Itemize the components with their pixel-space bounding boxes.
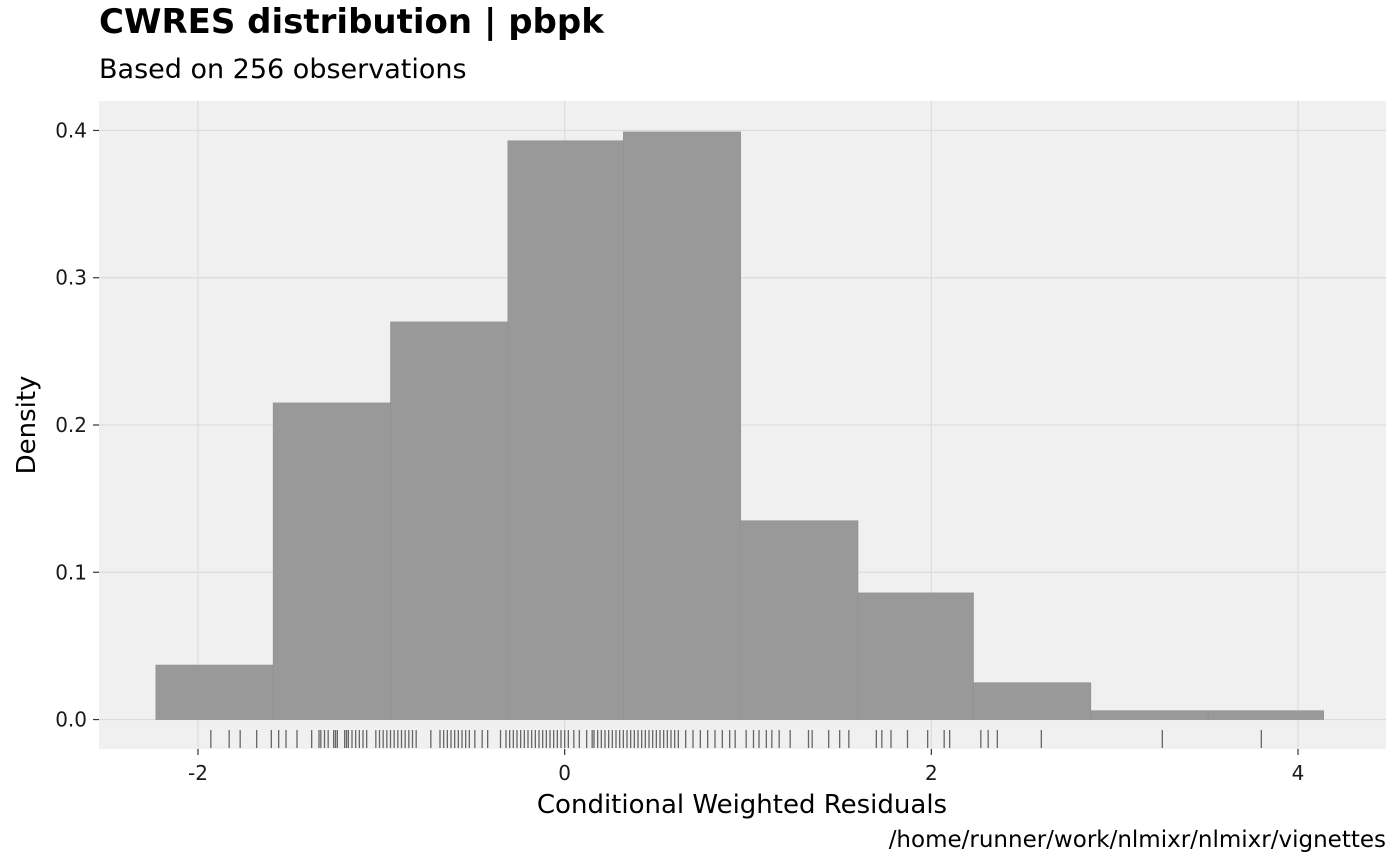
y-tick-label: 0.0 xyxy=(55,708,87,732)
y-axis-title: Density xyxy=(12,376,42,475)
chart-subtitle: Based on 256 observations xyxy=(99,54,467,85)
y-tick-label: 0.1 xyxy=(55,560,87,584)
chart-caption: /home/runner/work/nlmixr/nlmixr/vignette… xyxy=(888,827,1386,853)
histogram-bar xyxy=(857,592,974,720)
histogram-bar xyxy=(507,140,624,720)
x-axis-title: Conditional Weighted Residuals xyxy=(537,790,947,820)
x-tick-label: 2 xyxy=(925,761,938,785)
x-tick-label: -2 xyxy=(188,761,208,785)
y-tick-label: 0.3 xyxy=(55,266,87,290)
histogram-bar xyxy=(272,402,391,720)
x-tick-label: 4 xyxy=(1292,761,1305,785)
histogram-bar xyxy=(390,321,509,720)
chart-title: CWRES distribution | pbpk xyxy=(99,2,604,42)
histogram-bar xyxy=(740,520,859,720)
histogram-bar xyxy=(155,664,274,720)
histogram-bars xyxy=(155,131,1324,720)
histogram-bar xyxy=(1207,710,1324,720)
y-tick-label: 0.4 xyxy=(55,118,87,142)
x-axis: -2 0 2 4 xyxy=(188,749,1304,785)
y-axis: 0.0 0.1 0.2 0.3 0.4 xyxy=(55,118,99,732)
y-tick-label: 0.2 xyxy=(55,413,87,437)
histogram-bar xyxy=(1090,710,1209,720)
rug-marks xyxy=(210,730,1262,748)
histogram-bar xyxy=(973,682,1092,720)
histogram-bar xyxy=(623,131,741,720)
x-tick-label: 0 xyxy=(558,761,571,785)
